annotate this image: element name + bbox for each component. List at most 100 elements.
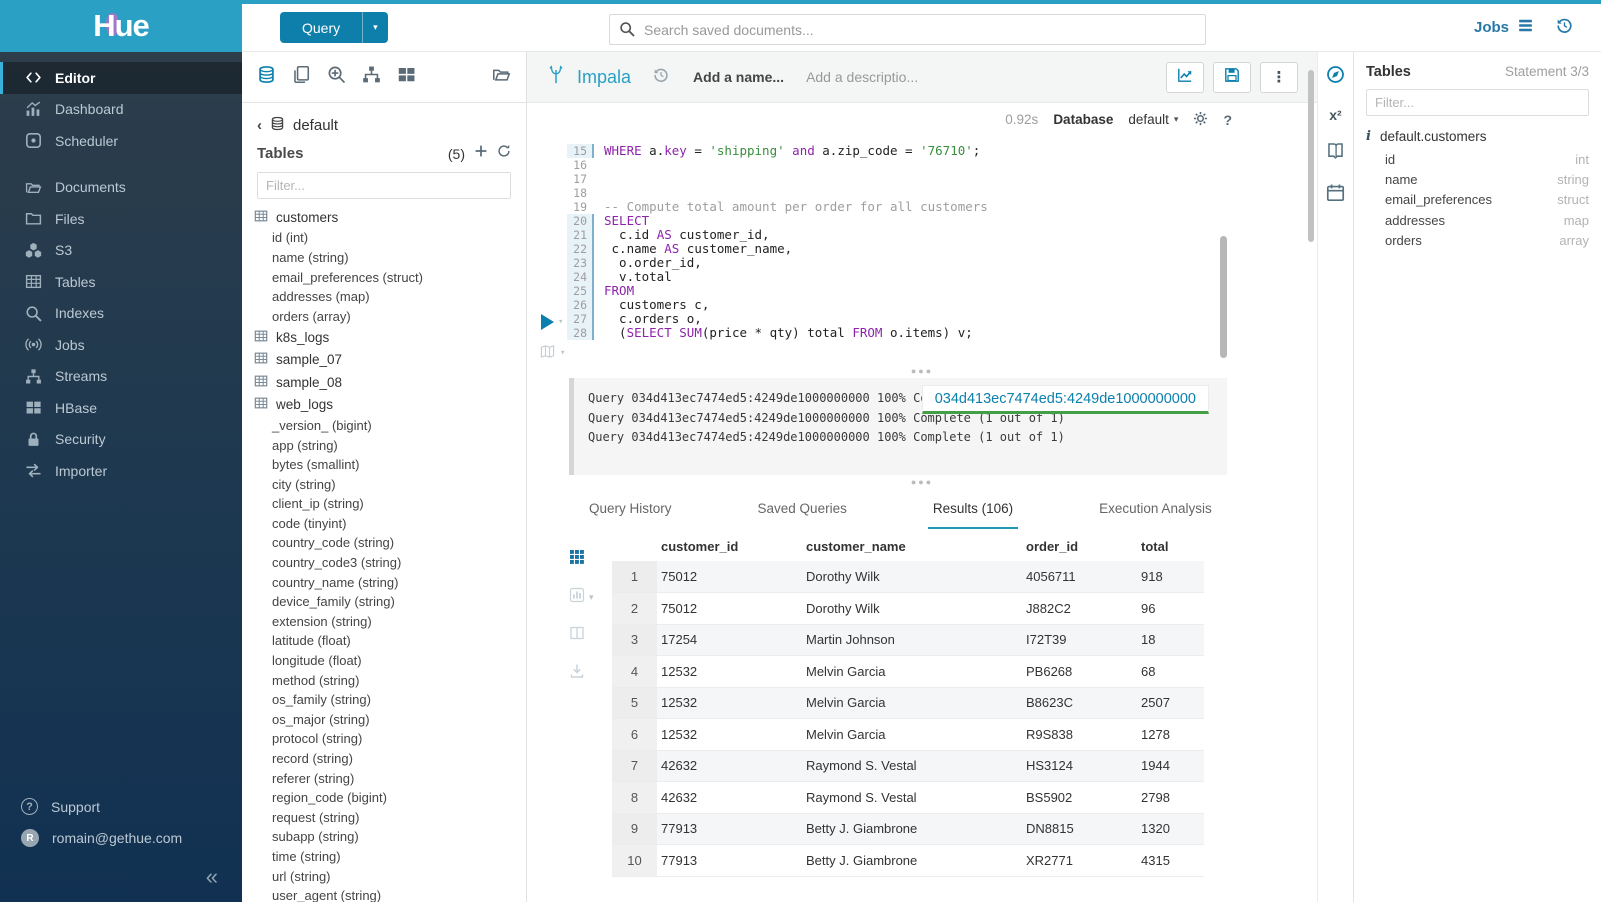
sidebar-item-s3[interactable]: S3 <box>0 235 242 267</box>
chart-view-icon[interactable] <box>569 587 585 608</box>
query-id-tooltip[interactable]: 034d413ec7474ed5:4249de1000000000 <box>921 385 1209 414</box>
execute-button[interactable]: ▾ <box>541 314 563 330</box>
query-name-field[interactable]: Add a name... <box>693 69 785 85</box>
sidebar-item-jobs[interactable]: Jobs <box>0 329 242 361</box>
chart-button[interactable] <box>1166 61 1204 93</box>
sitemap-source-icon[interactable] <box>362 65 381 89</box>
table-row[interactable]: 8 42632 Raymond S. Vestal BS5902 2798 <box>612 781 1204 814</box>
tab-query-history[interactable]: Query History <box>589 500 672 516</box>
column-item[interactable]: url (string) <box>272 868 331 884</box>
query-dropdown-caret[interactable]: ▾ <box>362 12 388 43</box>
column-item[interactable]: addresses (map) <box>272 289 370 305</box>
sidebar-item-user[interactable]: R romain@gethue.com <box>0 823 242 855</box>
column-item[interactable]: longitude (float) <box>272 653 362 669</box>
column-item[interactable]: client_ip (string) <box>272 496 364 512</box>
tab-execution-analysis[interactable]: Execution Analysis <box>1099 500 1212 516</box>
save-button[interactable] <box>1213 61 1251 93</box>
column-item[interactable]: code (tinyint) <box>272 515 347 531</box>
column-item[interactable]: orders (array) <box>272 308 351 324</box>
column-item[interactable]: protocol (string) <box>272 731 363 747</box>
resize-handle[interactable]: ●●● <box>910 477 934 487</box>
assist-column-id[interactable]: id int <box>1366 149 1589 169</box>
database-select[interactable]: default ▾ <box>1128 112 1179 127</box>
assist-column-email_preferences[interactable]: email_preferences struct <box>1366 190 1589 210</box>
assist-column-name[interactable]: name string <box>1366 169 1589 189</box>
header-cell-customer_id[interactable]: customer_id <box>661 538 739 554</box>
sidebar-item-hbase[interactable]: HBase <box>0 392 242 424</box>
database-source-icon[interactable] <box>257 65 276 89</box>
header-cell-total[interactable]: total <box>1141 538 1169 554</box>
sidebar-item-files[interactable]: Files <box>0 203 242 235</box>
column-item[interactable]: method (string) <box>272 672 360 688</box>
column-item[interactable]: device_family (string) <box>272 594 395 610</box>
language-reference-icon[interactable] <box>1326 141 1345 165</box>
execute-options-caret[interactable]: ▾ <box>558 317 564 327</box>
search-source-icon[interactable] <box>327 65 346 89</box>
assist-column-addresses[interactable]: addresses map <box>1366 210 1589 230</box>
hbase-source-icon[interactable] <box>397 65 416 89</box>
table-row[interactable]: 9 77913 Betty J. Giambrone DN8815 1320 <box>612 813 1204 845</box>
sidebar-item-documents[interactable]: Documents <box>0 172 242 204</box>
tab-saved-queries[interactable]: Saved Queries <box>757 500 847 516</box>
new-query-button[interactable]: Query ▾ <box>280 12 388 43</box>
table-row[interactable]: 7 42632 Raymond S. Vestal HS3124 1944 <box>612 750 1204 782</box>
column-item[interactable]: os_major (string) <box>272 711 370 727</box>
editor-assistant-icon[interactable] <box>1326 65 1345 89</box>
table-item-web_logs[interactable]: web_logs <box>242 394 526 416</box>
table-row[interactable]: 10 77913 Betty J. Giambrone XR2771 4315 <box>612 844 1204 877</box>
database-breadcrumb[interactable]: ‹ default <box>242 103 526 137</box>
column-item[interactable]: time (string) <box>272 848 341 864</box>
sidebar-item-support[interactable]: ? Support <box>0 791 242 823</box>
documents-source-icon[interactable] <box>292 65 311 89</box>
editor-scrollbar[interactable] <box>1220 236 1227 358</box>
back-chevron-icon[interactable]: ‹ <box>257 117 262 134</box>
download-icon[interactable] <box>569 663 594 684</box>
assist-filter-input[interactable] <box>1366 89 1589 116</box>
column-item[interactable]: request (string) <box>272 809 360 825</box>
column-item[interactable]: subapp (string) <box>272 829 359 845</box>
table-item-sample_08[interactable]: sample_08 <box>242 371 526 393</box>
column-item[interactable]: name (string) <box>272 249 349 265</box>
chart-options-caret[interactable]: ▾ <box>589 592 594 602</box>
sidebar-item-scheduler[interactable]: Scheduler <box>0 125 242 157</box>
resize-handle[interactable]: ●●● <box>910 366 934 376</box>
code-editor[interactable]: 15 WHERE a.key = 'shipping' and a.zip_cod… <box>527 136 1317 364</box>
table-row[interactable]: 6 12532 Melvin Garcia R9S838 1278 <box>612 718 1204 751</box>
table-row[interactable]: 5 12532 Melvin Garcia B8623C 2507 <box>612 687 1204 719</box>
add-table-icon[interactable] <box>474 144 488 163</box>
assist-column-orders[interactable]: orders array <box>1366 231 1589 251</box>
column-item[interactable]: id (int) <box>272 230 309 246</box>
column-item[interactable]: bytes (smallint) <box>272 457 360 473</box>
sidebar-item-dashboard[interactable]: Dashboard <box>0 94 242 126</box>
explain-button[interactable]: ▾ <box>539 344 565 362</box>
query-history-icon[interactable] <box>653 67 669 88</box>
table-row[interactable]: 1 75012 Dorothy Wilk 4056711 918 <box>612 561 1204 593</box>
settings-gear-icon[interactable] <box>1193 111 1208 129</box>
sidebar-item-indexes[interactable]: Indexes <box>0 298 242 330</box>
table-item-sample_07[interactable]: sample_07 <box>242 349 526 371</box>
column-item[interactable]: country_code (string) <box>272 535 395 551</box>
header-cell-customer_name[interactable]: customer_name <box>806 538 906 554</box>
table-row[interactable]: 4 12532 Melvin Garcia PB6268 68 <box>612 655 1204 688</box>
hue-logo[interactable]: Hue <box>93 8 150 43</box>
table-row[interactable]: 3 17254 Martin Johnson I72T39 18 <box>612 624 1204 656</box>
grid-view-icon[interactable] <box>569 549 594 570</box>
refresh-icon[interactable] <box>497 144 511 163</box>
help-question-icon[interactable]: ? <box>1223 111 1232 128</box>
folder-source-icon[interactable] <box>492 65 511 89</box>
sidebar-item-streams[interactable]: Streams <box>0 361 242 393</box>
sidebar-item-tables[interactable]: Tables <box>0 266 242 298</box>
sidebar-item-importer[interactable]: Importer <box>0 455 242 487</box>
column-item[interactable]: city (string) <box>272 476 336 492</box>
search-input[interactable] <box>609 14 1206 45</box>
column-item[interactable]: latitude (float) <box>272 633 351 649</box>
column-item[interactable]: app (string) <box>272 437 338 453</box>
sidebar-item-editor[interactable]: Editor <box>0 62 242 94</box>
column-item[interactable]: referer (string) <box>272 770 355 786</box>
column-item[interactable]: extension (string) <box>272 613 372 629</box>
assist-active-table[interactable]: i default.customers <box>1366 129 1589 144</box>
column-item[interactable]: region_code (bigint) <box>272 790 387 806</box>
column-item[interactable]: record (string) <box>272 751 353 767</box>
table-row[interactable]: 2 75012 Dorothy Wilk J882C2 96 <box>612 592 1204 625</box>
sidebar-item-security[interactable]: Security <box>0 424 242 456</box>
